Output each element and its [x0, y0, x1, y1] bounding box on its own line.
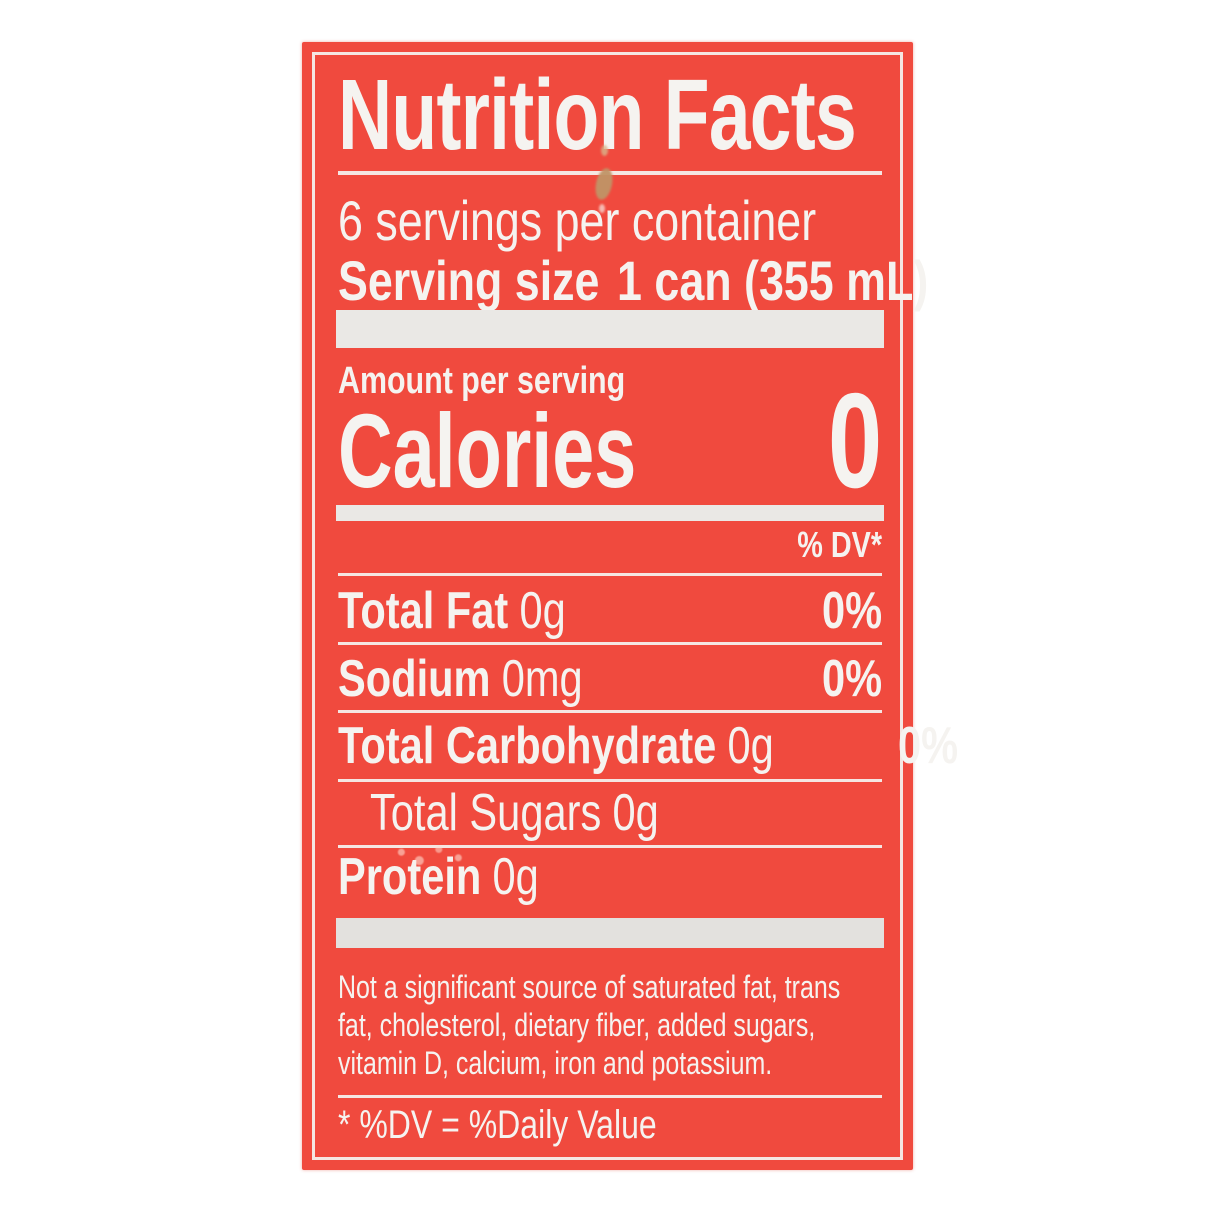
serving-size-value: 1 can (355 mL) — [617, 249, 929, 312]
footnote-line: fat, cholesterol, dietary fiber, added s… — [338, 1007, 816, 1043]
amount-per-serving-text: Amount per serving — [338, 360, 626, 402]
calories-label: Calories — [338, 393, 637, 510]
nutrient-name: Total Carbohydrate — [338, 717, 717, 775]
nutrient-name: Total Sugars — [370, 784, 602, 842]
nutrient-amount: 0mg — [501, 650, 583, 708]
footnote: Not a significant source of saturated fa… — [338, 968, 882, 1082]
title-divider — [338, 171, 882, 175]
thin-divider — [338, 1095, 882, 1098]
nutrition-label: Nutrition Facts 6 servings per container… — [302, 42, 958, 1170]
footnote-line: Not a significant source of saturated fa… — [338, 969, 841, 1005]
nutrient-name: Sodium — [338, 650, 491, 708]
servings-per-container-text: 6 servings per container — [338, 189, 817, 252]
calories-row: Calories 0 — [338, 373, 882, 508]
thick-divider-bottom — [336, 918, 884, 948]
servings-per-container: 6 servings per container — [338, 193, 882, 249]
amount-per-serving: Amount per serving — [338, 362, 882, 400]
calories-value: 0 — [827, 365, 882, 516]
thin-divider — [338, 845, 882, 848]
dv-header-text: % DV* — [797, 524, 882, 565]
nutrient-amount: 0g — [492, 848, 539, 906]
thin-divider — [338, 573, 882, 576]
medium-divider — [336, 505, 884, 521]
nutrient-name: Protein — [338, 848, 482, 906]
nutrient-row-total-fat: Total Fat 0g 0% — [338, 585, 882, 637]
thin-divider — [338, 779, 882, 782]
nutrient-dv: 0% — [821, 582, 882, 640]
nutrient-amount: 0g — [519, 582, 566, 640]
thick-divider-top — [336, 310, 884, 348]
nutrient-row-sodium: Sodium 0mg 0% — [338, 653, 882, 705]
dv-header: % DV* — [338, 527, 882, 563]
thin-divider — [338, 710, 882, 713]
nutrient-row-total-sugars: Total Sugars 0g — [338, 787, 882, 839]
dv-definition: * %DV = %Daily Value — [338, 1105, 882, 1145]
label-title-text: Nutrition Facts — [338, 59, 857, 171]
nutrient-amount: 0g — [612, 784, 659, 842]
nutrient-row-protein: Protein 0g — [338, 851, 882, 903]
dv-definition-text: * %DV = %Daily Value — [338, 1103, 657, 1147]
nutrient-amount: 0g — [727, 717, 774, 775]
label-title: Nutrition Facts — [338, 65, 882, 165]
serving-size-row: Serving size 1 can (355 mL) — [338, 253, 928, 309]
nutrient-name: Total Fat — [338, 582, 509, 640]
nutrient-dv: 0% — [897, 717, 958, 775]
thin-divider — [338, 642, 882, 645]
serving-size-label: Serving size — [338, 249, 600, 312]
nutrient-row-total-carbohydrate: Total Carbohydrate 0g 0% — [338, 717, 958, 775]
footnote-line: vitamin D, calcium, iron and potassium. — [338, 1045, 773, 1081]
nutrient-dv: 0% — [821, 650, 882, 708]
